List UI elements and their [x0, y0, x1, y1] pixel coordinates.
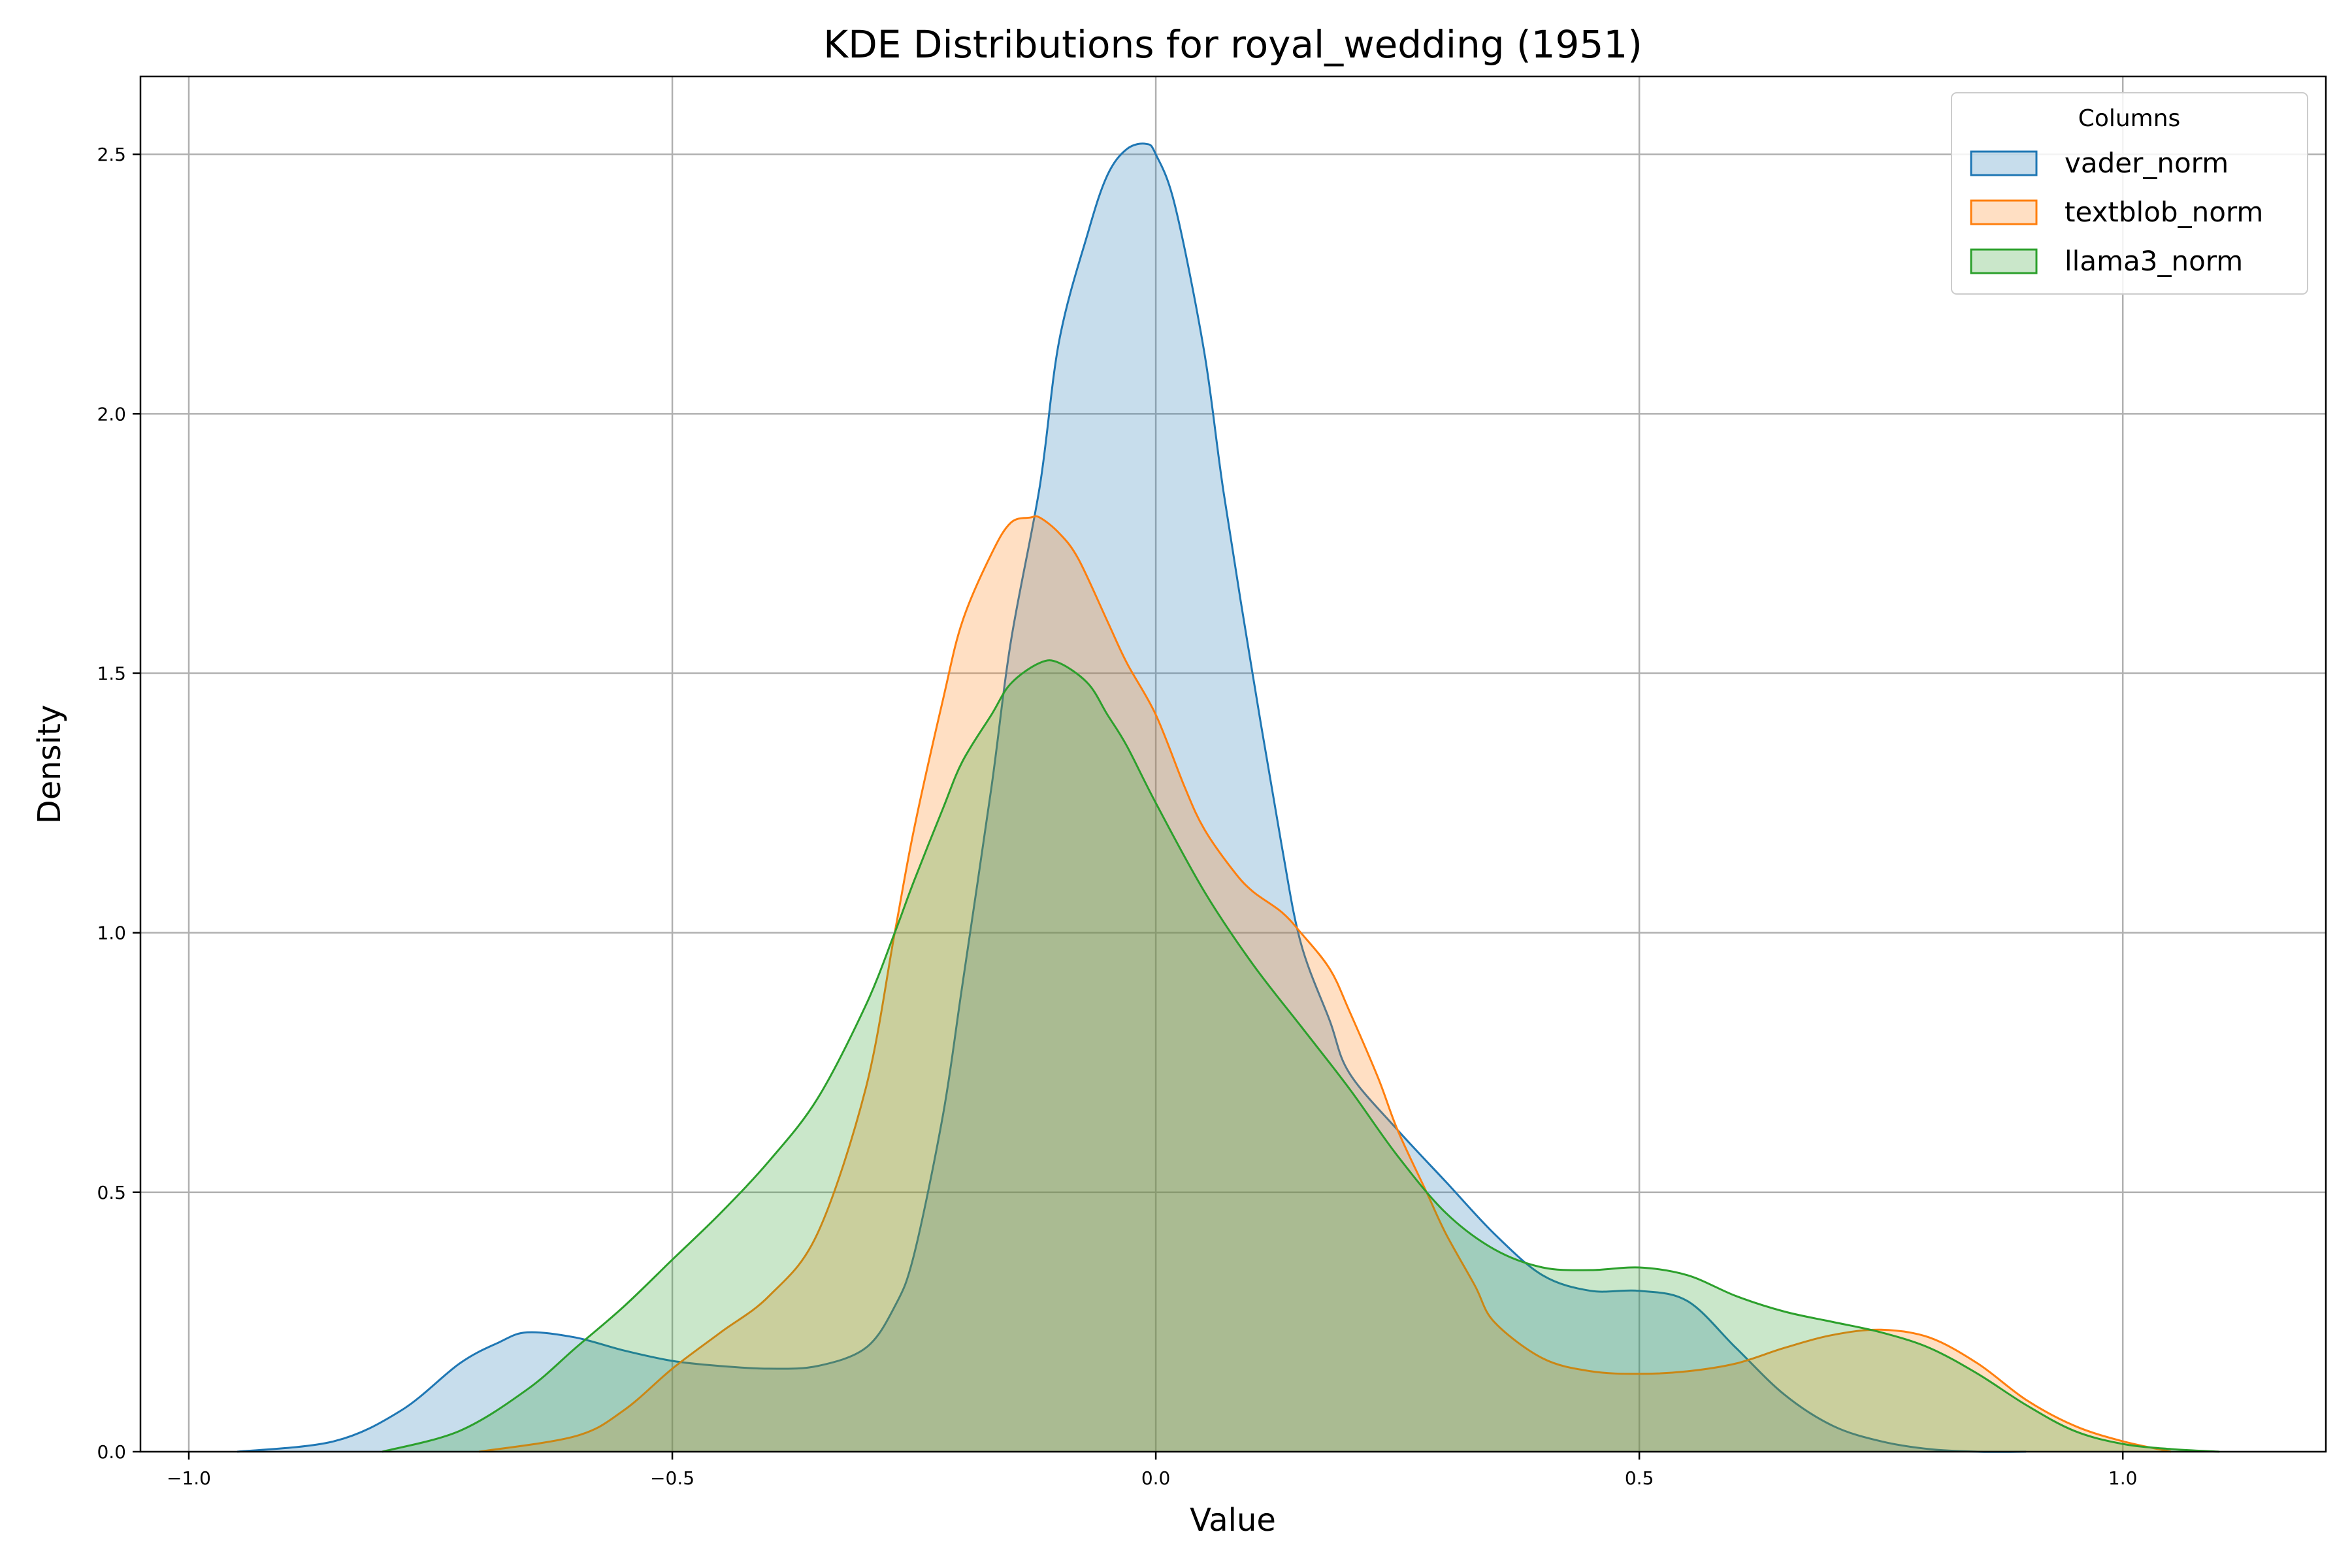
y-tick-label-0-5: 0.5 [97, 1182, 126, 1203]
kde-areas [237, 142, 2220, 1453]
legend-label-llama3-norm: llama3_norm [2065, 245, 2243, 277]
x-tick-label--0-5: −0.5 [650, 1467, 694, 1489]
y-axis-label: Density [31, 705, 68, 824]
legend: Columns vader_norm textblob_norm llama3_no… [1951, 92, 2308, 295]
y-tick-label-0: 0.0 [97, 1441, 126, 1463]
area-textblob-norm [479, 516, 2172, 1452]
x-tick-label-0-5: 0.5 [1625, 1467, 1654, 1489]
y-tick-label-2-5: 2.5 [97, 144, 126, 165]
line-textblob-norm [478, 515, 2172, 1453]
legend-label-textblob-norm: textblob_norm [2065, 196, 2263, 228]
legend-items: vader_norm textblob_norm llama3_norm [1970, 147, 2263, 277]
y-tick-label-2: 2.0 [97, 403, 126, 425]
y-tick-label-1-5: 1.5 [97, 662, 126, 684]
legend-swatch-llama3-norm [1970, 248, 2038, 274]
area-vader-norm [237, 143, 2027, 1452]
legend-swatch-textblob-norm [1970, 199, 2038, 225]
y-tick-label-1: 1.0 [97, 923, 126, 944]
legend-frame [1951, 92, 2308, 295]
line-llama3-norm [382, 659, 2220, 1453]
x-tick-label--1: −1.0 [167, 1467, 211, 1489]
line-vader-norm [237, 142, 2027, 1453]
x-axis-label: Value [1190, 1502, 1276, 1539]
legend-label-vader-norm: vader_norm [2065, 147, 2229, 179]
legend-swatch-vader-norm [1970, 150, 2038, 176]
x-ticks: −1.0 −0.5 0.0 0.5 1.0 [167, 1452, 2137, 1489]
x-tick-label-0: 0.0 [1141, 1467, 1171, 1489]
x-tick-label-1: 1.0 [2108, 1467, 2138, 1489]
plot-frame [139, 75, 2327, 1453]
chart-title: KDE Distributions for royal_wedding (195… [823, 22, 1642, 67]
legend-title: Columns [2078, 105, 2181, 132]
area-llama3-norm [382, 660, 2220, 1452]
y-ticks: 0.0 0.5 1.0 1.5 2.0 2.5 [97, 144, 140, 1463]
